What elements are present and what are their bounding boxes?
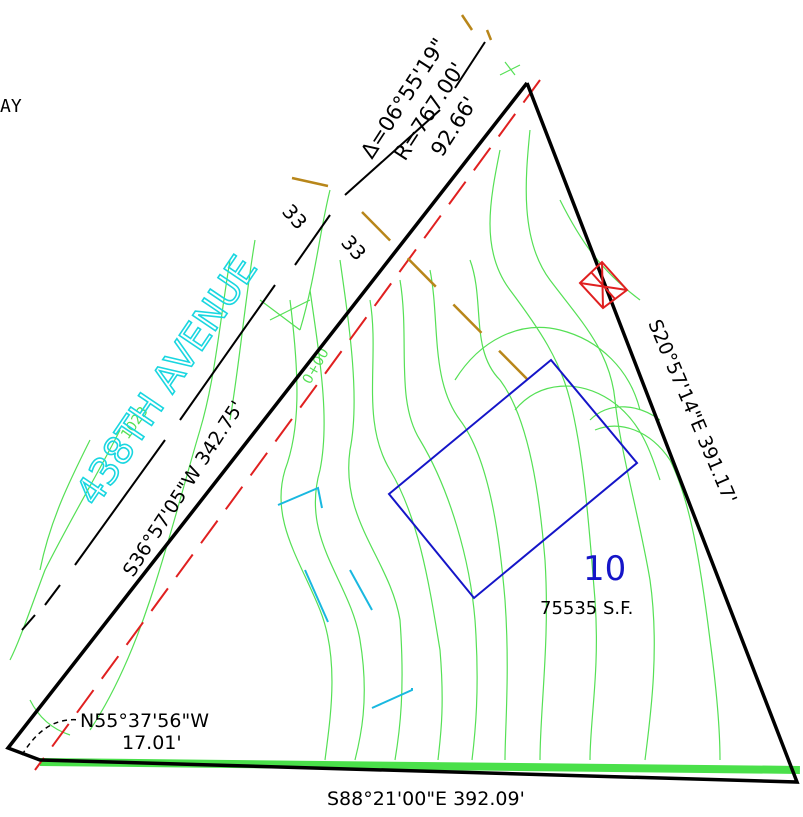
ditch-marks xyxy=(277,486,413,709)
road-centerline xyxy=(21,41,486,631)
lot-boundary xyxy=(5,81,800,784)
contour-lines xyxy=(9,61,721,761)
centerline-dash xyxy=(21,614,36,631)
lot-number: 10 xyxy=(583,549,626,589)
contour-line xyxy=(309,289,365,761)
contour-line xyxy=(594,425,721,761)
centerline-dash xyxy=(44,584,61,606)
contour-line xyxy=(469,259,547,761)
centerline-dash xyxy=(344,109,441,196)
contour-line xyxy=(9,429,121,661)
easement-lines xyxy=(291,14,529,381)
contour-line xyxy=(499,61,521,76)
contour-line xyxy=(489,149,597,761)
bearing-south: S88°21'00"E 392.09' xyxy=(327,788,525,810)
x-box-marker-icon xyxy=(578,260,629,310)
building-footprint xyxy=(387,358,639,600)
lot-area: 75535 S.F. xyxy=(540,598,633,619)
corner-bearing: N55°37'56"W xyxy=(80,710,209,732)
ditch-mark xyxy=(277,486,323,509)
contour-line xyxy=(339,259,403,761)
contour-line xyxy=(29,699,71,736)
centerline-dash xyxy=(294,214,331,266)
contour-line xyxy=(299,189,331,331)
contour-line xyxy=(399,279,478,761)
easement-line xyxy=(485,29,493,41)
contour-line xyxy=(429,269,508,761)
contour-line xyxy=(514,385,661,481)
ditch-mark xyxy=(349,569,373,611)
right-of-way-outer: 33 xyxy=(277,199,312,234)
bearing-east: S20°57'14"E 391.17' xyxy=(643,316,741,507)
contour-line xyxy=(454,326,641,411)
contour-line xyxy=(39,439,91,571)
contour-line xyxy=(259,299,311,331)
corner-distance: 17.01' xyxy=(122,732,182,754)
easement-line xyxy=(460,14,474,31)
edge-text: AY xyxy=(0,96,22,117)
setback-line xyxy=(34,79,541,771)
right-of-way-inner: 33 xyxy=(336,230,371,265)
contour-line xyxy=(280,299,333,761)
easement-line xyxy=(291,176,329,188)
south-edge-strip xyxy=(39,758,800,774)
contour-line xyxy=(369,299,443,761)
centerline-dash xyxy=(454,41,486,89)
corner-arc xyxy=(21,718,81,756)
centerline-dash xyxy=(74,439,166,566)
ditch-mark xyxy=(304,569,329,623)
contour-line xyxy=(89,259,231,731)
ditch-mark xyxy=(371,688,413,709)
centerline-dash xyxy=(179,284,276,421)
contour-line xyxy=(525,129,655,761)
easement-line xyxy=(361,211,529,381)
